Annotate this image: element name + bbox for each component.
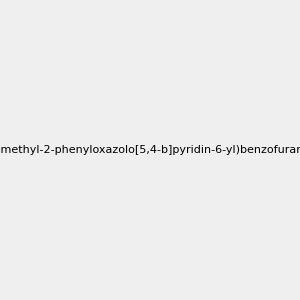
Text: 7-methoxy-N-(5-methyl-2-phenyloxazolo[5,4-b]pyridin-6-yl)benzofuran-2-carboxamid: 7-methoxy-N-(5-methyl-2-phenyloxazolo[5,… (0, 145, 300, 155)
